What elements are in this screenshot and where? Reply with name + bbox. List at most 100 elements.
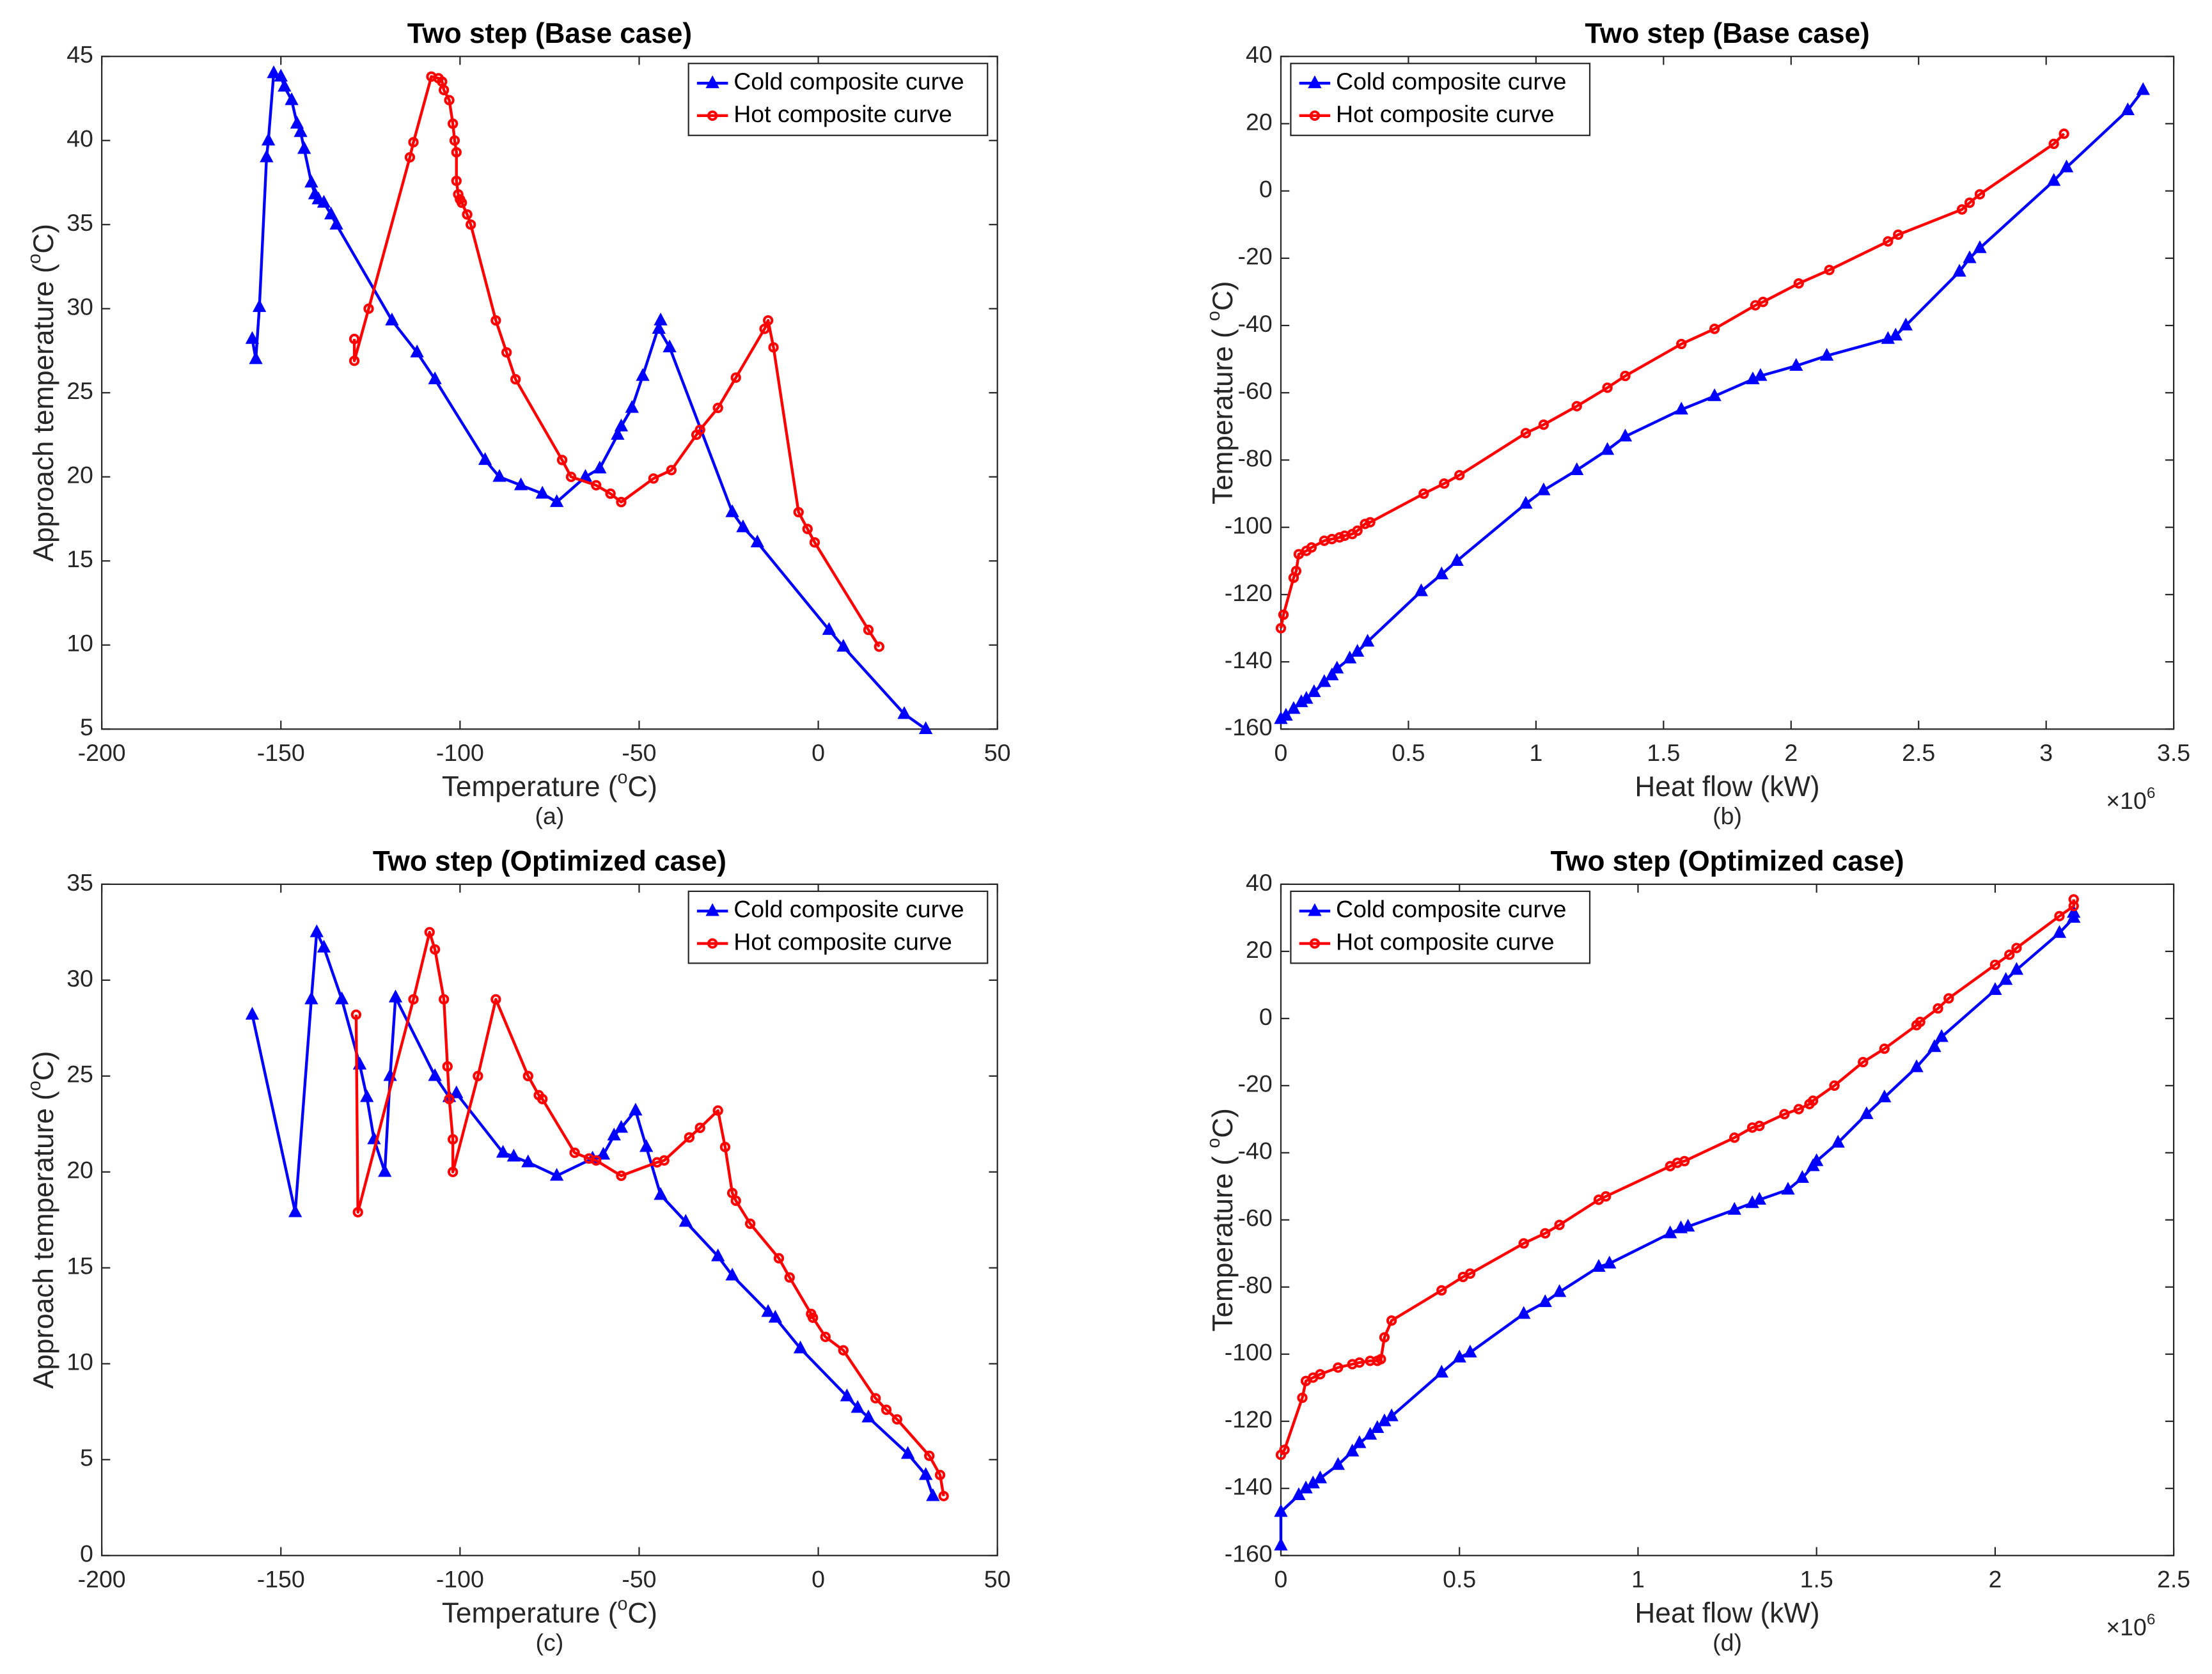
marker: [1333, 1362, 1344, 1373]
marker: [1729, 1132, 1740, 1143]
marker: [1883, 236, 1894, 247]
marker: [449, 135, 460, 146]
marker: [290, 116, 304, 129]
marker: [1709, 324, 1720, 334]
marker: [938, 1490, 949, 1501]
y-tick-label: -160: [1225, 1540, 1273, 1567]
marker: [510, 374, 521, 385]
marker: [1434, 567, 1448, 580]
marker: [1414, 583, 1429, 597]
x-tick-label: 0: [1275, 739, 1288, 766]
legend-label: Cold composite curve: [1336, 68, 1566, 95]
x-tick-label: 1.5: [1800, 1565, 1833, 1592]
marker: [249, 351, 263, 364]
label-part: ×10: [2106, 787, 2147, 814]
marker: [556, 455, 568, 465]
x-tick-label: 0: [812, 1565, 825, 1592]
label-part: C): [627, 771, 657, 802]
marker: [1384, 1408, 1399, 1421]
label-part: Temperature (: [442, 1597, 618, 1629]
legend-marker: [705, 903, 719, 916]
marker: [2011, 943, 2022, 953]
x-tick-label: 2: [1784, 739, 1798, 766]
marker: [288, 1204, 302, 1217]
marker: [569, 1147, 580, 1158]
x-tick-label: -150: [257, 1565, 305, 1592]
marker: [1676, 338, 1687, 350]
marker: [1307, 684, 1321, 698]
marker: [2004, 949, 2015, 960]
marker: [1964, 197, 1975, 208]
marker: [245, 331, 260, 344]
label-part: Heat flow (kW): [1635, 771, 1819, 802]
legend-item: Cold composite curve: [1299, 896, 1566, 923]
marker: [501, 347, 512, 358]
marker: [444, 1093, 455, 1104]
marker: [324, 207, 338, 220]
marker: [1603, 1255, 1617, 1269]
marker: [428, 1068, 442, 1081]
marker: [473, 1070, 483, 1082]
legend-item: Cold composite curve: [696, 896, 964, 923]
legend-box: [687, 890, 989, 964]
x-tick-label: 2.5: [2157, 1565, 2190, 1592]
marker: [773, 1253, 785, 1263]
marker: [1819, 348, 1834, 361]
marker: [861, 1409, 875, 1423]
marker: [1781, 1182, 1795, 1195]
label-part: Approach temperature (: [28, 263, 59, 561]
y-tick-label: 40: [1246, 869, 1273, 896]
marker: [2009, 962, 2024, 975]
marker: [1520, 428, 1532, 439]
marker: [1956, 204, 1968, 215]
marker: [762, 315, 774, 326]
legend-label: Hot composite curve: [1336, 928, 1555, 955]
y-tick-label: -120: [1225, 579, 1273, 606]
marker: [490, 994, 501, 1005]
legend-marker: [1308, 903, 1322, 916]
x-tick-label: -100: [436, 739, 484, 766]
legend-marker: [705, 75, 719, 88]
marker: [1943, 993, 1954, 1004]
marker: [297, 141, 311, 154]
marker: [611, 426, 625, 440]
marker: [897, 706, 911, 719]
marker: [1807, 1095, 1819, 1106]
marker: [1299, 691, 1314, 704]
x-tick-label: 3.5: [2157, 739, 2190, 766]
marker: [260, 149, 274, 162]
marker: [924, 1450, 935, 1461]
x-tick-label: 0.5: [1443, 1565, 1476, 1592]
superscript: o: [1203, 311, 1223, 321]
marker: [616, 1170, 627, 1181]
marker: [2121, 102, 2135, 116]
marker: [730, 1195, 741, 1206]
legend-label: Cold composite curve: [1336, 896, 1566, 923]
chart-title: Two step (Base case): [1585, 18, 1869, 49]
marker: [352, 1207, 363, 1217]
marker: [408, 994, 419, 1005]
marker: [934, 1469, 946, 1480]
marker: [490, 315, 501, 326]
x-tick-label: 2: [1988, 1565, 2002, 1592]
chart-title: Two step (Optimized case): [373, 845, 726, 877]
marker: [378, 1164, 392, 1177]
y-tick-label: 5: [80, 1444, 93, 1471]
marker: [1824, 265, 1835, 276]
x-tick-label: 2.5: [1902, 739, 1935, 766]
y-tick-label: 30: [67, 965, 93, 992]
x-multiplier: ×106: [2106, 785, 2155, 814]
series: [1275, 129, 2069, 634]
marker: [428, 371, 442, 384]
marker: [267, 65, 281, 79]
marker: [1334, 532, 1345, 543]
y-tick-label: -80: [1238, 1272, 1273, 1299]
y-axis-label: Temperature ( oC): [1203, 281, 1238, 505]
marker: [478, 452, 492, 465]
legend-item: Cold composite curve: [1299, 68, 1566, 95]
marker: [2052, 925, 2067, 938]
series: [1274, 905, 2081, 1551]
legend-label: Hot composite curve: [733, 928, 952, 955]
marker: [1517, 1306, 1531, 1319]
marker: [349, 356, 360, 366]
